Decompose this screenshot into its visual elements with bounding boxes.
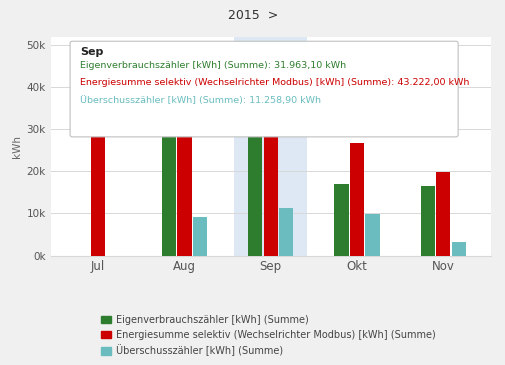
Bar xyxy=(234,36,307,256)
Bar xyxy=(451,242,465,255)
Bar xyxy=(279,208,293,256)
Bar xyxy=(177,45,191,256)
Bar xyxy=(365,214,379,256)
Bar xyxy=(162,45,176,256)
Text: Energiesumme selektiv (Wechselrichter Modbus) [kWh] (Summe): 43.222,00 kWh: Energiesumme selektiv (Wechselrichter Mo… xyxy=(80,78,469,87)
Bar xyxy=(334,184,348,256)
Bar xyxy=(192,217,207,256)
Text: Sep: Sep xyxy=(80,47,104,57)
Text: 2015  >: 2015 > xyxy=(227,9,278,22)
Text: Eigenverbrauchszähler [kWh] (Summe): 31.963,10 kWh: Eigenverbrauchszähler [kWh] (Summe): 31.… xyxy=(80,61,345,70)
Bar xyxy=(420,186,434,256)
Legend: Eigenverbrauchszähler [kWh] (Summe), Energiesumme selektiv (Wechselrichter Modbu: Eigenverbrauchszähler [kWh] (Summe), Ene… xyxy=(101,315,434,357)
Y-axis label: kWh: kWh xyxy=(12,134,22,158)
Bar xyxy=(263,73,277,256)
Bar xyxy=(91,45,105,256)
Bar xyxy=(435,172,449,256)
Text: Überschusszähler [kWh] (Summe): 11.258,90 kWh: Überschusszähler [kWh] (Summe): 11.258,9… xyxy=(80,96,321,105)
Bar xyxy=(349,143,364,256)
Bar xyxy=(247,121,262,256)
